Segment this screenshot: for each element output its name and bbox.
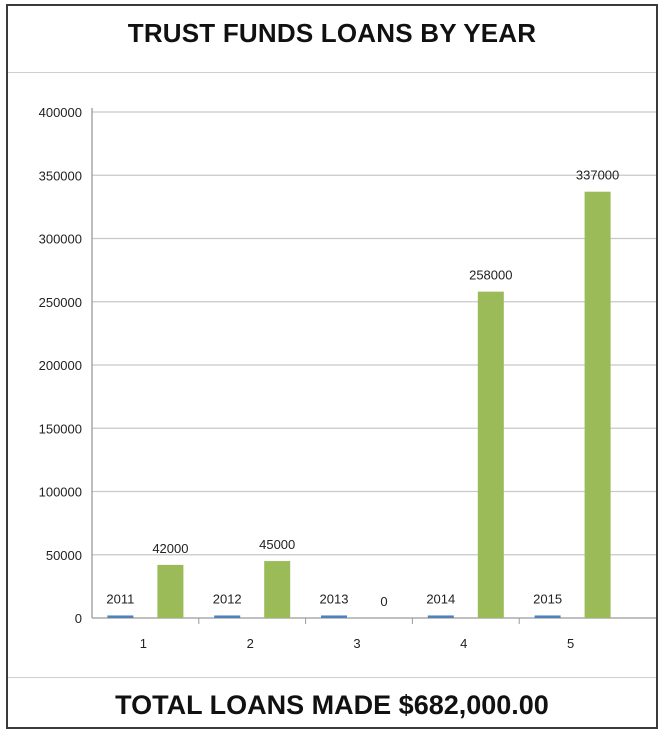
x-tick-label: 4 [460, 636, 467, 651]
data-label: 2013 [320, 591, 349, 606]
bar [264, 561, 291, 618]
x-tick-label: 1 [140, 636, 147, 651]
bar-chart: 0 50000 100000 150000 200000 250000 300000 3500… [39, 105, 656, 651]
y-tick-label: 400000 [39, 105, 82, 120]
data-label: 2014 [426, 591, 455, 606]
bar [534, 615, 561, 618]
y-tick-label: 0 [75, 611, 82, 626]
y-tick-label: 50000 [46, 548, 82, 563]
y-tick-label: 200000 [39, 358, 82, 373]
bar [584, 191, 611, 618]
data-label: 2012 [213, 591, 242, 606]
title-divider [8, 72, 656, 73]
total-loans-footer: TOTAL LOANS MADE $682,000.00 [115, 690, 549, 720]
data-label: 42000 [152, 541, 188, 556]
bar [157, 564, 184, 618]
y-tick-label: 250000 [39, 295, 82, 310]
y-tick-label: 150000 [39, 421, 82, 436]
bar [477, 291, 504, 618]
data-label: 45000 [259, 537, 295, 552]
footer-divider [8, 677, 656, 678]
data-label: 2011 [106, 591, 134, 606]
chart-title: TRUST FUNDS LOANS BY YEAR [127, 18, 537, 48]
data-label: 258000 [469, 268, 512, 283]
y-tick-label: 100000 [39, 485, 82, 500]
x-tick-label: 2 [247, 636, 254, 651]
bar [427, 615, 454, 618]
y-tick-label: 300000 [39, 232, 82, 247]
chart-frame: TRUST FUNDS LOANS BY YEAR 0 50000 100000 15… [6, 4, 658, 729]
data-label: 2015 [533, 591, 562, 606]
data-label: 337000 [576, 168, 619, 183]
bar [107, 615, 134, 618]
x-tick-label: 3 [353, 636, 360, 651]
data-label: 0 [380, 594, 387, 609]
bar [321, 615, 347, 618]
x-tick-label: 5 [567, 636, 574, 651]
bar [214, 615, 241, 618]
y-tick-label: 350000 [39, 168, 82, 183]
